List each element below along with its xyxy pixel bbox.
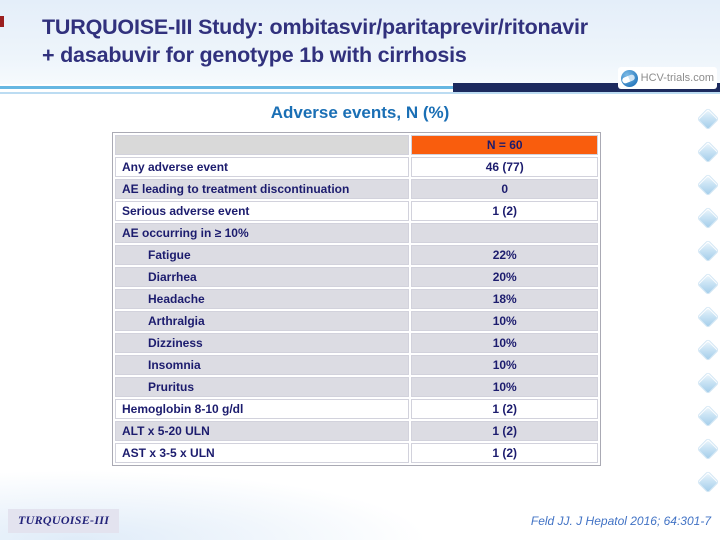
diamond-decoration [698,274,718,294]
table-row: Headache 18% [115,289,598,309]
table-row: AE leading to treatment discontinuation 0 [115,179,598,199]
page-title-line1: TURQUOISE-III Study: ombitasvir/paritapr… [42,15,588,39]
row-label: Diarrhea [115,267,410,287]
row-value: 0 [411,179,598,199]
table-row: Fatigue 22% [115,245,598,265]
diamond-decoration [698,241,718,261]
row-value: 10% [411,355,598,375]
diamond-decoration [698,406,718,426]
diamond-decoration [698,175,718,195]
diamond-decoration [698,307,718,327]
table-row: Insomnia 10% [115,355,598,375]
diamond-decoration [698,208,718,228]
table-header-row: N = 60 [115,135,598,155]
table-row: Serious adverse event 1 (2) [115,201,598,221]
slide-subtitle: Adverse events, N (%) [270,103,450,122]
row-value [411,223,598,243]
page-title: TURQUOISE-III Study: ombitasvir/paritapr… [42,14,702,69]
diamond-decoration [698,142,718,162]
header-n-cell: N = 60 [411,135,598,155]
row-label: Dizziness [115,333,410,353]
table-row: Any adverse event 46 (77) [115,157,598,177]
adverse-events-table: N = 60 Any adverse event 46 (77) AE leadin… [112,132,601,466]
row-label: ALT x 5-20 ULN [115,421,410,441]
header-rule-navy [453,83,720,92]
page-title-line2: + dasabuvir for genotype 1b with cirrhos… [42,42,467,67]
table-row: AE occurring in ≥ 10% [115,223,598,243]
table-row: Hemoglobin 8-10 g/dl 1 (2) [115,399,598,419]
row-label: Any adverse event [115,157,410,177]
table-row: Arthralgia 10% [115,311,598,331]
row-label: AST x 3-5 x ULN [115,443,410,463]
row-label: Hemoglobin 8-10 g/dl [115,399,410,419]
header-rule-teal [0,86,720,89]
row-value: 1 (2) [411,443,598,463]
row-value: 10% [411,333,598,353]
row-label: Pruritus [115,377,410,397]
table-row: AST x 3-5 x ULN 1 (2) [115,443,598,463]
row-value: 10% [411,377,598,397]
pill-icon [620,69,638,87]
row-label: Insomnia [115,355,410,375]
study-name-badge: TURQUOISE-III [8,509,120,533]
row-value: 22% [411,245,598,265]
logo-text: HCV-trials.com [640,72,714,84]
diamond-decoration [698,373,718,393]
row-value: 1 (2) [411,201,598,221]
header-blank-cell [115,135,410,155]
row-label: AE occurring in ≥ 10% [115,223,410,243]
ae-table-body: Any adverse event 46 (77) AE leading to tr… [115,157,598,463]
row-value: 20% [411,267,598,287]
row-value: 1 (2) [411,421,598,441]
citation-text: Feld JJ. J Hepatol 2016; 64:301-7 [530,514,711,528]
table-row: Pruritus 10% [115,377,598,397]
diamond-decoration [698,340,718,360]
row-label: Headache [115,289,410,309]
table-row: Dizziness 10% [115,333,598,353]
diamond-decoration [698,439,718,459]
row-label: Arthralgia [115,311,410,331]
row-label: AE leading to treatment discontinuation [115,179,410,199]
row-value: 46 (77) [411,157,598,177]
diamond-decoration [698,472,718,492]
row-value: 1 (2) [411,399,598,419]
row-label: Fatigue [115,245,410,265]
row-value: 18% [411,289,598,309]
left-edge-accent [0,16,4,27]
header-rule-light [0,92,720,94]
hcv-trials-logo: HCV-trials.com [617,67,717,89]
title-band [0,0,720,84]
table-row: Diarrhea 20% [115,267,598,287]
row-label: Serious adverse event [115,201,410,221]
row-value: 10% [411,311,598,331]
table-row: ALT x 5-20 ULN 1 (2) [115,421,598,441]
